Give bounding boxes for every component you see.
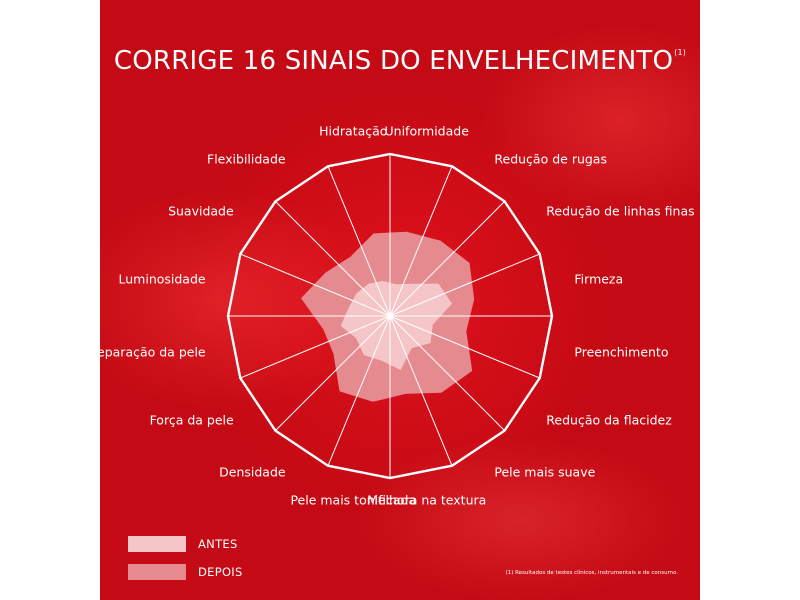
radar-chart: Uniformidade Redução de rugas Redução de l… xyxy=(100,124,695,508)
radar-spoke xyxy=(275,315,391,431)
series-antes xyxy=(340,281,452,370)
legend-swatch-depois xyxy=(128,564,186,580)
axis-label-uniformidade: Uniformidade xyxy=(385,124,470,139)
radar-spoke xyxy=(389,315,505,431)
radar-spoke xyxy=(389,201,505,317)
axis-label-forca-da-pele: Força da pele xyxy=(150,412,234,427)
axis-label-reducao-da-flacidez: Redução da flacidez xyxy=(546,412,672,427)
axis-label-pele-mais-suave: Pele mais suave xyxy=(494,464,595,479)
legend: ANTES DEPOIS xyxy=(128,533,243,589)
axis-label-reducao-de-rugas: Redução de rugas xyxy=(494,152,607,167)
axis-label-suavidade: Suavidade xyxy=(168,204,234,219)
radar-spoke xyxy=(389,166,453,317)
legend-label-antes: ANTES xyxy=(198,537,238,551)
legend-swatch-antes xyxy=(128,536,186,552)
axis-label-hidratacao: Hidratação xyxy=(319,124,387,139)
chart-panel: CORRIGE 16 SINAIS DO ENVELHECIMENTO(1) U… xyxy=(100,0,700,600)
radar-spoke xyxy=(327,166,391,317)
chart-title: CORRIGE 16 SINAIS DO ENVELHECIMENTO(1) xyxy=(100,46,700,76)
radar-spoke xyxy=(240,253,391,317)
axis-label-firmeza: Firmeza xyxy=(574,271,623,286)
radar-spoke xyxy=(389,315,453,466)
axis-label-luminosidade: Luminosidade xyxy=(119,271,206,286)
chart-title-text: CORRIGE 16 SINAIS DO ENVELHECIMENTO xyxy=(113,46,674,76)
title-superscript: (1) xyxy=(674,48,687,57)
radar-spoke xyxy=(327,315,391,466)
legend-label-depois: DEPOIS xyxy=(198,565,243,579)
axis-labels: Uniformidade Redução de rugas Redução de l… xyxy=(100,124,695,508)
axis-label-flexibilidade: Flexibilidade xyxy=(207,152,286,167)
radar-grid xyxy=(226,152,554,480)
axis-label-reparacao-da-pele: Reparação da pele xyxy=(100,345,206,360)
axis-label-densidade: Densidade xyxy=(219,464,286,479)
axis-label-reducao-de-linhas-finas: Redução de linhas finas xyxy=(546,204,694,219)
footnote: (1) Resultados de testes clínicos, instr… xyxy=(505,570,678,576)
legend-item-depois: DEPOIS xyxy=(128,561,243,583)
radar-spoke xyxy=(275,201,391,317)
radar-spoke xyxy=(389,253,540,317)
legend-item-antes: ANTES xyxy=(128,533,243,555)
axis-label-preenchimento: Preenchimento xyxy=(574,345,668,360)
axis-label-pele-mais-tonificada: Pele mais tonificada xyxy=(290,492,416,507)
axis-label-melhora-na-textura: Melhora na textura xyxy=(367,492,486,507)
radar-spoke xyxy=(389,315,540,379)
radar-spoke xyxy=(240,315,391,379)
radar-area-antes xyxy=(340,281,452,370)
